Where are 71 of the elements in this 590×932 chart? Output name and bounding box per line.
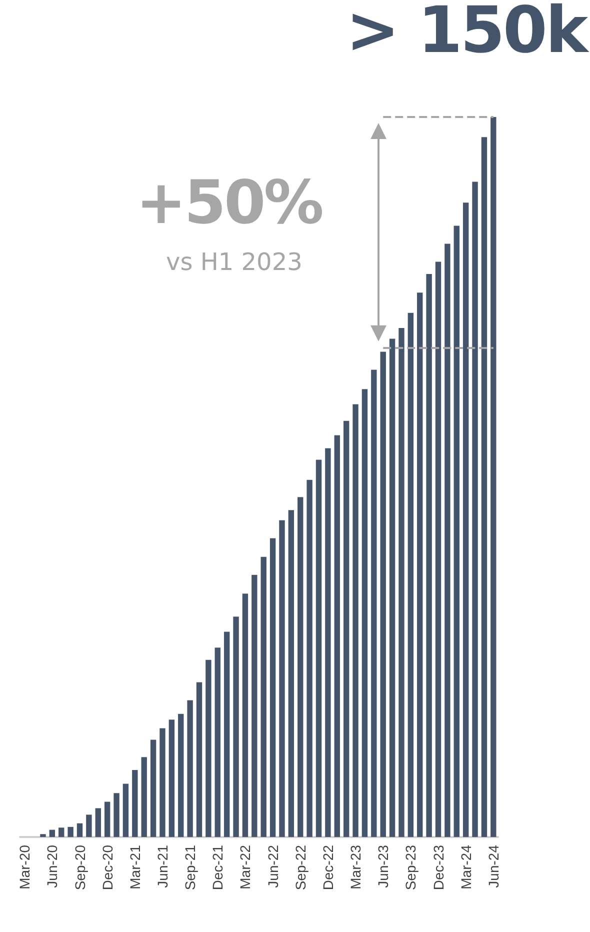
x-tick-label: Sep-21 [182,844,198,890]
bar [279,520,285,837]
bar [334,435,340,837]
bar [168,720,175,837]
x-tick-label: Mar-21 [126,844,143,890]
bar [150,740,156,837]
bar [288,510,294,837]
bar [444,244,450,837]
bar [408,312,414,837]
bar [122,784,129,837]
x-tick-label: Dec-23 [430,844,446,890]
bar [233,616,239,837]
bar [380,352,386,837]
bar [426,274,432,837]
bar [49,830,56,837]
x-tick-label: Jun-24 [485,844,502,888]
bar [371,370,377,837]
bar [160,728,166,837]
x-tick-label: Jun-22 [264,844,281,888]
x-tick-label: Mar-22 [237,844,254,890]
bar [214,648,220,837]
bar [224,632,230,837]
bar [206,660,212,837]
bar [58,828,64,837]
x-tick-label: Sep-20 [72,844,88,890]
x-tick-label: Dec-22 [320,844,336,890]
bar [435,262,442,837]
bar [40,834,46,837]
bar [132,770,138,837]
bar [260,556,266,837]
bar [196,682,202,837]
x-tick-label: Sep-23 [402,844,419,890]
bar [352,404,358,837]
bar [270,538,276,837]
chart-title: > 150k [346,0,586,68]
bar [481,137,488,837]
bar [462,202,469,837]
bar [76,823,83,837]
annotation: +50% [136,168,322,238]
x-tick-label: Mar-23 [348,844,364,890]
x-tick-label: Jun-20 [44,844,60,888]
bar [252,574,258,837]
bar [490,117,496,837]
bar [398,328,404,837]
x-tick-label: Mar-20 [16,844,33,890]
bar [362,389,368,837]
bar [141,757,147,837]
bar [343,420,350,837]
bar [104,802,110,837]
x-tick-label: Mar-24 [458,844,474,890]
bar [95,808,101,837]
bar [389,338,396,837]
x-tick-label: Dec-20 [99,844,116,890]
bar [187,700,193,837]
bar [178,714,184,837]
bar [472,182,478,837]
x-tick-label: Sep-22 [292,844,308,890]
x-tick-label: Dec-21 [210,844,226,890]
bar [68,826,74,837]
bar [316,460,322,837]
bar [114,793,120,837]
bar [306,480,312,837]
bar [86,814,92,837]
bar [298,497,304,837]
bar [454,226,460,837]
x-tick-label: Jun-23 [375,844,392,888]
bar [325,448,331,837]
x-tick-label: Jun-21 [154,844,170,888]
bar [417,292,423,837]
annotation: vs H1 2023 [166,248,302,276]
bar [242,594,248,837]
